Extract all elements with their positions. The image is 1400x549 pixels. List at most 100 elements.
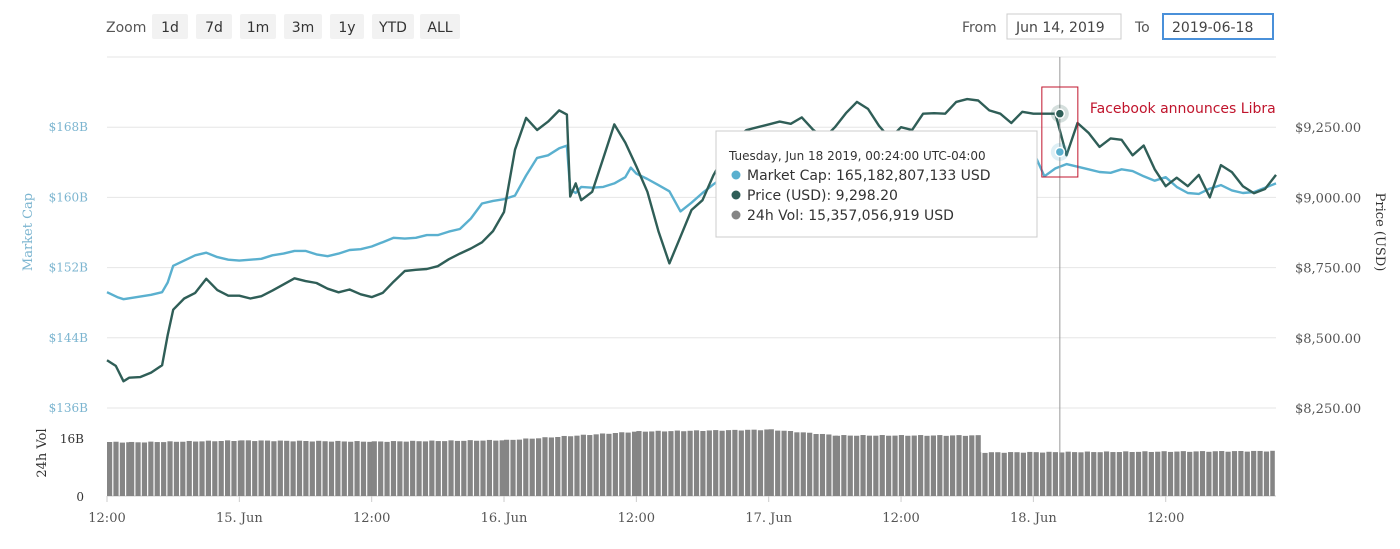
volume-bar (416, 441, 422, 496)
volume-bar (1212, 451, 1218, 496)
zoom-button-1d[interactable] (152, 14, 188, 39)
zoom-button-ytd[interactable] (372, 14, 414, 39)
volume-bar (454, 440, 461, 496)
volume-bar (561, 435, 567, 496)
x-tick-label: 16. Jun (481, 511, 528, 526)
market-cap-axis: $136B $144B $152B $160B $168B (49, 120, 89, 415)
series-lines (106, 97, 1277, 383)
volume-bar (693, 430, 700, 496)
volume-bar (316, 440, 322, 496)
volume-bar (1225, 451, 1231, 496)
volume-bar (612, 433, 618, 496)
volume-bar (493, 440, 499, 496)
volume-bar (687, 430, 693, 496)
price-axis: $8,250.00 $8,500.00 $8,750.00 $9,000.00 $9,2… (1295, 121, 1361, 417)
volume-bar (1084, 451, 1090, 496)
grid-lines (107, 56, 1276, 497)
volume-bar (542, 437, 548, 496)
volume-bar (905, 435, 911, 496)
zoom-button-label[interactable]: YTD (378, 20, 407, 36)
hover-points (1050, 104, 1069, 161)
volume-bar (448, 440, 454, 496)
zoom-button-label[interactable]: 1y (338, 20, 355, 36)
volume-bars (107, 429, 1275, 496)
volume-bar (1014, 452, 1020, 496)
volume-bar (593, 434, 599, 496)
volume-bar (649, 431, 655, 496)
zoom-button-label[interactable]: 3m (292, 20, 315, 36)
zoom-button-label[interactable]: 1m (247, 20, 270, 36)
volume-bar (429, 440, 435, 496)
volume-bar (536, 438, 542, 496)
volume-bar (378, 441, 384, 496)
volume-bar (107, 441, 113, 496)
volume-bar (1020, 452, 1027, 496)
volume-bar (636, 431, 642, 496)
volume-bar (290, 441, 296, 496)
zoom-label: Zoom (106, 20, 146, 36)
volume-bar (1001, 452, 1007, 496)
volume-bar (567, 436, 574, 496)
volume-tick-label: 16B (60, 432, 84, 446)
volume-bar (390, 441, 397, 496)
volume-bar (467, 440, 473, 496)
volume-bar (599, 433, 606, 496)
volume-bar (745, 429, 751, 496)
from-date-box[interactable] (1006, 13, 1122, 40)
zoom-button-label[interactable]: 1d (161, 20, 179, 36)
volume-bar (794, 432, 800, 496)
market-cap-tick-label: $144B (49, 331, 89, 345)
volume-bar (341, 441, 347, 496)
zoom-button-1y[interactable] (330, 14, 364, 39)
tooltip-row: Market Cap: 165,182,807,133 USD (747, 168, 991, 184)
volume-bar (1263, 451, 1270, 496)
volume-bar (397, 441, 403, 496)
volume-bar (161, 442, 167, 496)
volume-bar (510, 439, 516, 496)
volume-bar (892, 435, 898, 496)
volume-bar (1078, 452, 1084, 496)
volume-bar (911, 435, 917, 496)
volume-bar (988, 452, 995, 496)
volume-bar (322, 441, 328, 496)
volume-bar (296, 440, 303, 496)
tooltip-rows: Market Cap: 165,182,807,133 USD Price (US… (731, 168, 991, 224)
volume-bar (277, 440, 283, 496)
from-date-input[interactable]: Jun 14, 2019 (1015, 20, 1105, 36)
tooltip-series-dot (731, 210, 741, 220)
zoom-button-label[interactable]: 7d (205, 20, 223, 36)
volume-bar (574, 435, 580, 496)
volume-bar (1065, 451, 1071, 496)
x-tick-label: 18. Jun (1010, 511, 1057, 526)
volume-axis-title: 24h Vol (35, 428, 50, 477)
x-tick-label: 12:00 (618, 511, 655, 526)
zoom-button-label[interactable]: ALL (427, 20, 452, 36)
volume-bar (435, 441, 441, 496)
to-date-input[interactable]: 2019-06-18 (1172, 20, 1253, 36)
zoom-button-7d[interactable] (196, 14, 232, 39)
volume-bar (668, 431, 674, 496)
volume-bar (504, 439, 510, 496)
volume-bar (1046, 451, 1052, 496)
volume-bar (956, 435, 962, 496)
volume-bar (360, 441, 367, 496)
volume-bar (1270, 450, 1275, 496)
volume-bar (751, 429, 757, 496)
volume-bar (1135, 451, 1142, 496)
libra-annotation: Facebook announces Libra (1041, 86, 1276, 178)
price-hover-point (1054, 108, 1066, 119)
volume-bar (807, 432, 813, 496)
zoom-button-3m[interactable] (284, 14, 322, 39)
volume-bar (1257, 450, 1263, 496)
volume-bar (918, 435, 924, 496)
volume-bar (461, 440, 467, 496)
volume-bar (205, 440, 212, 496)
volume-bar (813, 434, 819, 496)
volume-bar (173, 441, 180, 496)
volume-bar (1206, 451, 1212, 496)
to-date-box[interactable] (1162, 13, 1274, 40)
zoom-button-1m[interactable] (240, 14, 276, 39)
volume-bar (787, 431, 794, 496)
volume-bar (969, 435, 975, 496)
zoom-button-all[interactable] (420, 14, 460, 39)
